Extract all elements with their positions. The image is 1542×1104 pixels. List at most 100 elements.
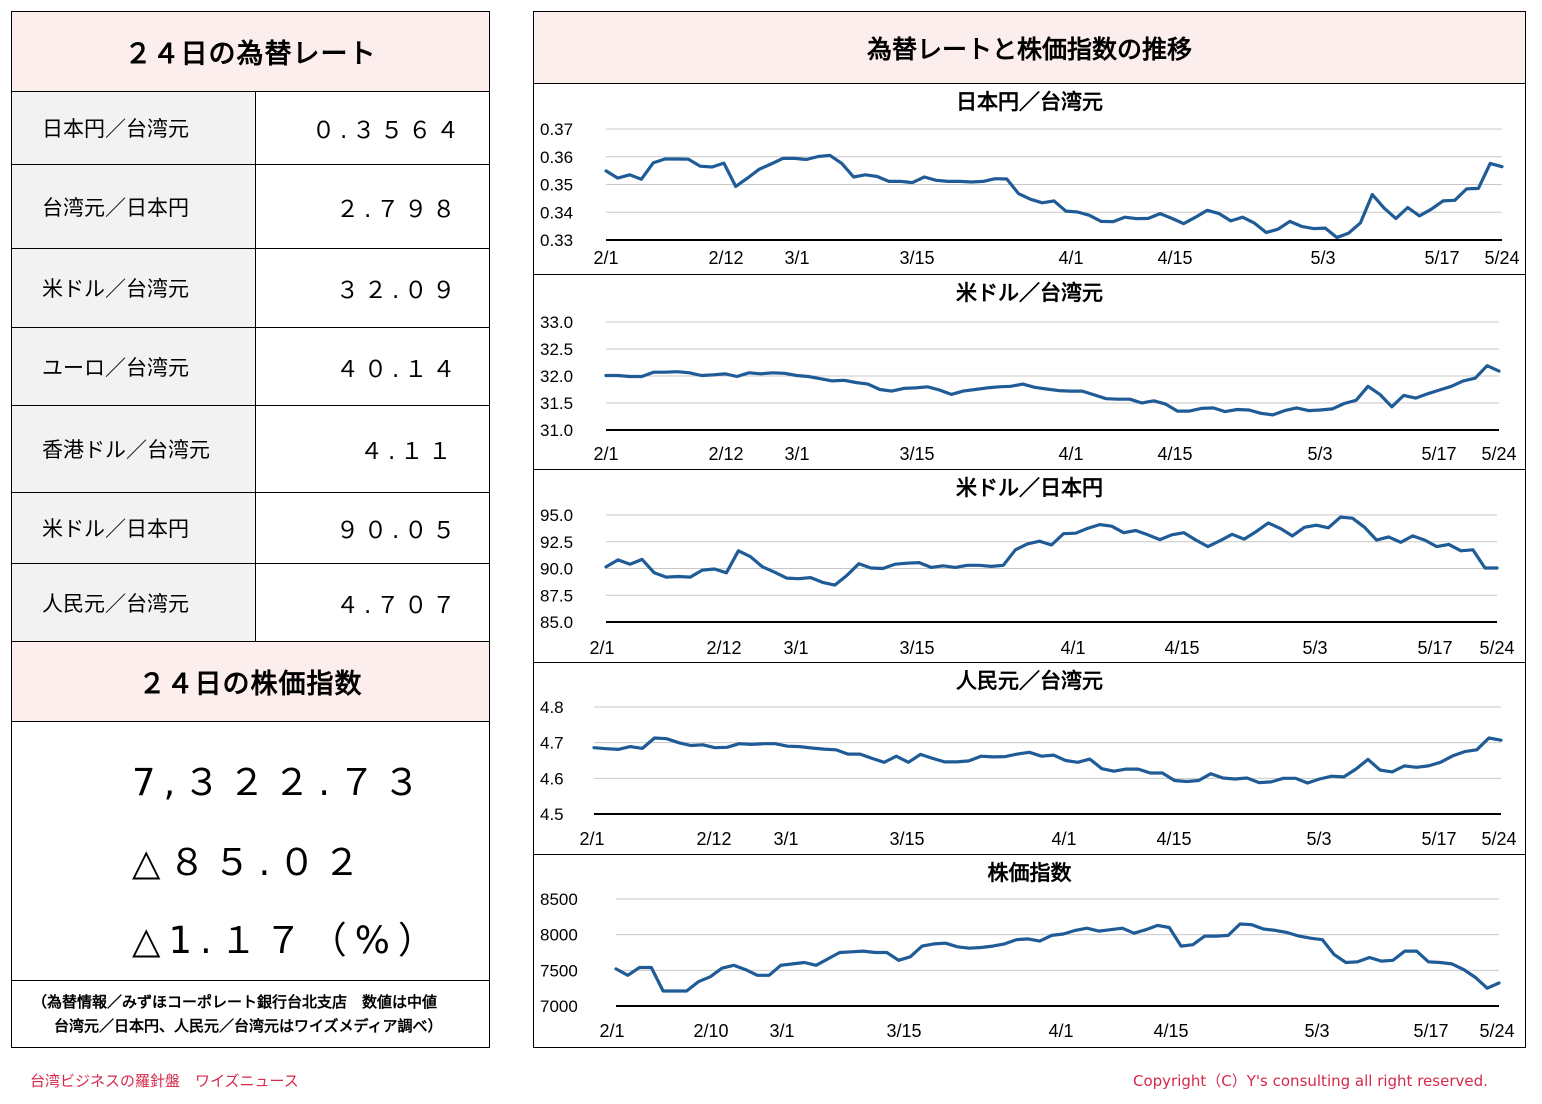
rate-value: ０.３５６４ xyxy=(312,118,465,144)
x-tick-label: 2/1 xyxy=(599,1021,624,1041)
y-tick-label: 4.7 xyxy=(540,734,564,753)
y-tick-label: 31.0 xyxy=(540,421,573,440)
x-tick-label: 3/15 xyxy=(899,248,934,268)
rate-row: 米ドル／日本円 ９０.０５ xyxy=(12,493,489,564)
y-tick-label: 0.34 xyxy=(540,203,573,222)
x-tick-label: 2/1 xyxy=(593,248,618,268)
y-tick-label: 0.36 xyxy=(540,148,573,167)
rates-panel: ２４日の為替レート 日本円／台湾元 ０.３５６４ 台湾元／日本円 ２.７９８ 米… xyxy=(11,11,490,1048)
chart-title: 人民元／台湾元 xyxy=(956,669,1103,693)
x-tick-label: 4/15 xyxy=(1164,638,1199,658)
y-tick-label: 31.5 xyxy=(540,394,573,413)
x-tick-label: 5/17 xyxy=(1413,1021,1448,1041)
x-tick-label: 4/15 xyxy=(1153,1021,1188,1041)
x-tick-label: 2/1 xyxy=(589,638,614,658)
x-tick-label: 5/17 xyxy=(1421,829,1456,849)
y-tick-label: 90.0 xyxy=(540,560,573,579)
rate-name: 米ドル／日本円 xyxy=(12,493,256,563)
rate-name: 人民元／台湾元 xyxy=(12,564,256,641)
chart-svg: 95.0 92.5 90.0 87.5 85.0 2/1 2/12 3/1 3/15 4/1 4/1… xyxy=(540,506,1515,658)
x-tick-label: 4/15 xyxy=(1157,444,1192,464)
y-tick-label: 32.0 xyxy=(540,367,573,386)
x-tick-label: 5/24 xyxy=(1481,444,1516,464)
stock-title: ２４日の株価指数 xyxy=(12,642,489,722)
x-tick-label: 5/17 xyxy=(1417,638,1452,658)
x-tick-label: 4/1 xyxy=(1060,638,1085,658)
x-tick-label: 3/15 xyxy=(889,829,924,849)
rate-name: 台湾元／日本円 xyxy=(12,165,256,248)
chart-title: 米ドル／台湾元 xyxy=(956,281,1103,305)
x-tick-label: 3/1 xyxy=(773,829,798,849)
footer-brand: 台湾ビジネスの羅針盤 ワイズニュース xyxy=(30,1072,299,1090)
x-tick-label: 5/24 xyxy=(1479,638,1514,658)
x-tick-label: 2/10 xyxy=(693,1021,728,1041)
x-tick-label: 3/15 xyxy=(886,1021,921,1041)
rate-name: ユーロ／台湾元 xyxy=(12,328,256,405)
x-tick-label: 3/1 xyxy=(784,444,809,464)
x-tick-label: 5/3 xyxy=(1306,829,1331,849)
x-tick-label: 3/1 xyxy=(783,638,808,658)
y-tick-label: 4.5 xyxy=(540,805,564,824)
x-tick-label: 5/3 xyxy=(1302,638,1327,658)
chart-title: 米ドル／日本円 xyxy=(956,476,1103,500)
stock-index-value: 7,３２２.７３ xyxy=(132,761,429,804)
x-tick-label: 4/1 xyxy=(1051,829,1076,849)
y-tick-label: 0.33 xyxy=(540,231,573,250)
x-tick-label: 3/1 xyxy=(784,248,809,268)
x-tick-label: 5/17 xyxy=(1424,248,1459,268)
y-tick-label: 7000 xyxy=(540,997,578,1016)
rate-row: 米ドル／台湾元 ３２.０９ xyxy=(12,249,489,328)
y-tick-label: 92.5 xyxy=(540,533,573,552)
stock-change-points: △８５.０２ xyxy=(132,841,369,884)
x-tick-label: 3/15 xyxy=(899,444,934,464)
chart-svg: 8500 8000 7500 7000 2/1 2/10 3/1 3/15 4/1 4/15 5/3… xyxy=(540,890,1515,1041)
chart-usd-jpy: 米ドル／日本円 95.0 92.5 90.0 87.5 85.0 2/1 2/12 3/1 3/… xyxy=(534,470,1525,663)
chart-cny-twd: 人民元／台湾元 4.8 4.7 4.6 4.5 2/1 2/12 3/1 3/15 4/1 4/1… xyxy=(534,663,1525,855)
x-tick-label: 4/15 xyxy=(1156,829,1191,849)
series-line xyxy=(614,922,1501,993)
series-line xyxy=(604,153,1504,240)
x-tick-label: 3/15 xyxy=(899,638,934,658)
x-tick-label: 5/24 xyxy=(1484,248,1519,268)
x-tick-label: 2/12 xyxy=(706,638,741,658)
x-tick-label: 2/1 xyxy=(593,444,618,464)
y-tick-label: 0.37 xyxy=(540,120,573,139)
rate-value: ４.７０７ xyxy=(336,592,461,619)
x-tick-label: 4/1 xyxy=(1058,248,1083,268)
x-tick-label: 4/1 xyxy=(1048,1021,1073,1041)
note-divider xyxy=(12,980,489,981)
x-tick-label: 5/24 xyxy=(1481,829,1516,849)
chart-svg: 0.37 0.36 0.35 0.34 0.33 2/1 2/12 3/1 3/15 4/1 4/1… xyxy=(540,120,1520,268)
rate-row: 香港ドル／台湾元 ４.１１ xyxy=(12,406,489,493)
x-tick-label: 2/12 xyxy=(696,829,731,849)
x-tick-label: 4/15 xyxy=(1157,248,1192,268)
x-tick-label: 5/3 xyxy=(1304,1021,1329,1041)
rate-value: ２.７９８ xyxy=(336,196,461,223)
rate-name: 日本円／台湾元 xyxy=(12,92,256,164)
y-tick-label: 95.0 xyxy=(540,506,573,525)
x-tick-label: 4/1 xyxy=(1058,444,1083,464)
charts-title: 為替レートと株価指数の推移 xyxy=(534,12,1525,84)
chart-jpy-twd: 日本円／台湾元 0.37 0.36 0.35 0.34 0.33 2/1 2/12 3/1 3/… xyxy=(534,84,1525,275)
y-tick-label: 33.0 xyxy=(540,313,573,332)
y-tick-label: 87.5 xyxy=(540,586,573,605)
y-tick-label: 32.5 xyxy=(540,340,573,359)
chart-svg: 4.8 4.7 4.6 4.5 2/1 2/12 3/1 3/15 4/1 4/15 5/3 5/17… xyxy=(540,698,1517,849)
chart-title: 株価指数 xyxy=(987,861,1072,885)
source-note-line2: 台湾元／日本円、人民元／台湾元はワイズメディア調べ） xyxy=(54,1017,443,1035)
rate-row: 台湾元／日本円 ２.７９８ xyxy=(12,165,489,249)
y-tick-label: 8000 xyxy=(540,926,578,945)
x-tick-label: 5/17 xyxy=(1421,444,1456,464)
x-tick-label: 3/1 xyxy=(769,1021,794,1041)
rate-value: ４.１１ xyxy=(360,439,457,465)
rate-value: ３２.０９ xyxy=(336,278,461,304)
source-note-line1: （為替情報／みずほコーポレート銀行台北支店 数値は中値 xyxy=(32,993,438,1011)
rates-title: ２４日の為替レート xyxy=(12,12,489,92)
y-tick-label: 7500 xyxy=(540,961,578,980)
series-line xyxy=(592,736,1503,785)
footer-copyright: Copyright（C）Y's consulting all right res… xyxy=(1133,1072,1488,1090)
stock-change-percent: △1.１７（%） xyxy=(132,919,443,962)
y-tick-label: 85.0 xyxy=(540,613,573,632)
rate-name: 米ドル／台湾元 xyxy=(12,249,256,327)
y-tick-label: 8500 xyxy=(540,890,578,909)
